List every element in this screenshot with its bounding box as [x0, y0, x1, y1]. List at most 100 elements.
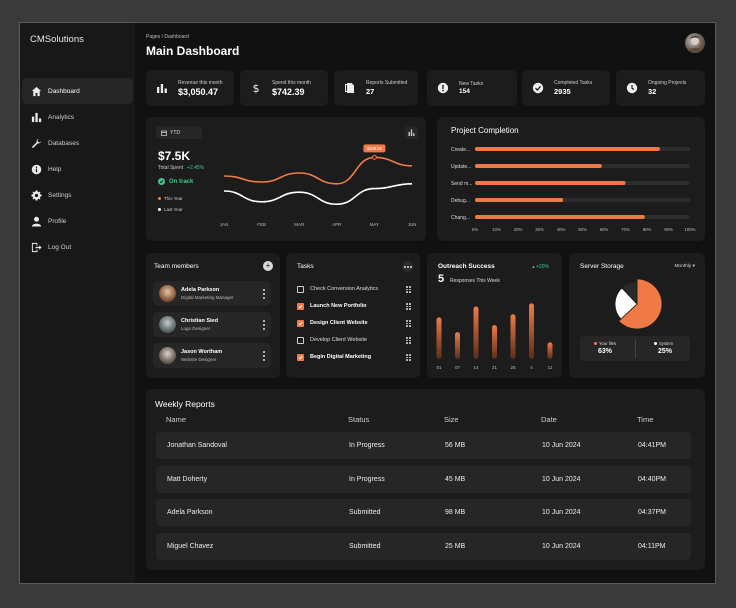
more-icon[interactable]: [262, 289, 266, 299]
task-label: Develop Client Website: [310, 337, 368, 343]
tasks-title: Tasks: [297, 263, 314, 270]
user-icon: [30, 215, 42, 227]
sidebar-item-profile[interactable]: Profile: [22, 208, 133, 234]
drag-handle-icon[interactable]: [406, 337, 411, 344]
legend-label: Last Year: [164, 207, 183, 212]
outreach-card: Outreach Success ▴ +20% 5 Responses This…: [427, 253, 562, 378]
task-checkbox[interactable]: [297, 319, 304, 327]
period-label: YTD: [170, 129, 180, 136]
outreach-value: 5: [438, 273, 445, 285]
bar-label: Create...: [451, 147, 470, 153]
sidebar-item-databases[interactable]: Databases: [22, 130, 133, 156]
your-files-value: 63%: [598, 348, 613, 355]
chart-type-button[interactable]: [405, 126, 418, 139]
row-time: 04:41PM: [638, 442, 667, 449]
pie-slice-other: [621, 281, 638, 306]
tooltip-box: [363, 144, 386, 153]
series-line-last-year: [223, 183, 413, 206]
task-label: Launch New Portfolio: [310, 303, 367, 309]
series-line-this-year: [223, 156, 413, 185]
pie-slice-your-files: [618, 278, 663, 330]
task-checkbox[interactable]: [297, 285, 304, 293]
outreach-subtitle: Responses This Week: [450, 278, 500, 284]
team-members-card: Team members + Adela Parkson Digital Mar…: [146, 253, 280, 378]
drag-handle-icon[interactable]: [406, 354, 411, 361]
team-member[interactable]: Jason Wortham Website Designer: [153, 343, 271, 368]
sidebar-item-label: Databases: [48, 139, 80, 147]
bar: [475, 181, 626, 185]
member-name: Jason Wortham: [181, 349, 223, 355]
task-item[interactable]: Check Conversion Analytics: [297, 283, 411, 295]
sidebar-item-analytics[interactable]: Analytics: [22, 104, 133, 130]
stat-label: New Tasks: [459, 81, 484, 87]
task-label: Begin Digital Marketing: [310, 354, 372, 360]
x-tick-label: 11: [548, 365, 553, 370]
drag-handle-icon[interactable]: [406, 303, 411, 310]
spend-chart-card: YTD $7.5K Total Spent +2.45% On track Thi…: [146, 117, 426, 241]
table-row[interactable]: Jonathan Sandoval In Progress 56 MB 10 Jun …: [156, 432, 691, 459]
row-name: Miguel Chavez: [167, 542, 214, 550]
add-member-button[interactable]: +: [263, 261, 273, 271]
avatar: [159, 285, 176, 302]
legend-dot: [158, 197, 161, 200]
member-name: Christian Sied: [181, 318, 218, 324]
x-tick-label: 90%: [664, 227, 673, 232]
column-header-size[interactable]: Size: [444, 415, 459, 424]
column-header-time[interactable]: Time: [637, 415, 654, 424]
tasks-more-button[interactable]: [402, 261, 413, 272]
row-status: Submitted: [349, 542, 381, 550]
task-checkbox[interactable]: [297, 336, 304, 344]
row-time: 04:40PM: [638, 475, 667, 483]
row-size: 98 MB: [445, 509, 466, 516]
sidebar-item-help[interactable]: Help: [22, 156, 133, 182]
task-checkbox[interactable]: [297, 353, 304, 361]
column-header-status[interactable]: Status: [348, 415, 370, 424]
member-role: Logo Designer: [181, 326, 211, 331]
task-item[interactable]: Develop Client Website: [297, 334, 411, 346]
stat-label: Spend this month: [272, 79, 311, 86]
stat-card-reports[interactable]: Reports Submitted 27: [334, 70, 418, 106]
user-avatar[interactable]: [685, 33, 705, 53]
storage-filter-select[interactable]: Monthly ▾: [674, 264, 695, 269]
task-checkbox[interactable]: [297, 302, 304, 310]
check-icon: [298, 321, 303, 325]
legend-dot: [654, 342, 657, 345]
check-icon: [298, 355, 303, 359]
sidebar-item-logout[interactable]: Log Out: [22, 234, 133, 260]
spent-change: +2.45%: [187, 165, 205, 171]
stat-card-ongoing-projects[interactable]: Ongoing Projects 32: [616, 70, 705, 106]
sidebar-item-dashboard[interactable]: Dashboard: [22, 78, 133, 104]
alert-icon: [435, 80, 451, 96]
bar-chart-icon: [154, 80, 170, 96]
project-completion-card: Project Completion Create... Update... Sen…: [437, 117, 705, 241]
task-item[interactable]: Launch New Portfolio: [297, 300, 411, 312]
drag-handle-icon[interactable]: [406, 320, 411, 327]
sidebar: CMSolutions Dashboard Analytics Database…: [20, 23, 135, 583]
task-item[interactable]: Begin Digital Marketing: [297, 351, 411, 363]
stat-card-revenue[interactable]: Revenue this month $3,050.47: [146, 70, 234, 106]
more-icon[interactable]: [262, 351, 266, 361]
task-item[interactable]: Design Client Website: [297, 317, 411, 329]
more-icon[interactable]: [262, 320, 266, 330]
column-header-date[interactable]: Date: [541, 415, 557, 424]
team-member[interactable]: Christian Sied Logo Designer: [153, 312, 271, 337]
stat-card-new-tasks[interactable]: New Tasks 154: [427, 70, 517, 106]
team-member[interactable]: Adela Parkson Digital Marketing Manager: [153, 281, 271, 306]
column-header-name[interactable]: Name: [166, 415, 187, 424]
drag-handle-icon[interactable]: [406, 286, 411, 293]
table-row[interactable]: Matt Doherty In Progress 45 MB 10 Jun 2024 0…: [156, 465, 691, 493]
bar: [475, 147, 660, 151]
table-row[interactable]: Adela Parkson Submitted 98 MB 10 Jun 2024 04…: [156, 499, 691, 526]
check-icon: [298, 304, 303, 308]
team-title: Team members: [154, 263, 199, 270]
breadcrumb: Pages / Dashboard: [146, 34, 189, 40]
table-row[interactable]: Miguel Chavez Submitted 25 MB 10 Jun 2024 04…: [156, 532, 691, 560]
legend-system: System: [654, 341, 673, 346]
stat-card-completed-tasks[interactable]: Completed Tasks 2935: [522, 70, 610, 106]
sidebar-item-settings[interactable]: Settings: [22, 182, 133, 208]
server-storage-card: Server Storage Monthly ▾ Your files 63% …: [569, 253, 705, 378]
legend-this-year: This Year: [158, 196, 183, 201]
avatar: [159, 347, 176, 364]
period-selector[interactable]: YTD: [156, 126, 202, 139]
stat-card-spend[interactable]: $ Spend this month $742.39: [240, 70, 328, 106]
